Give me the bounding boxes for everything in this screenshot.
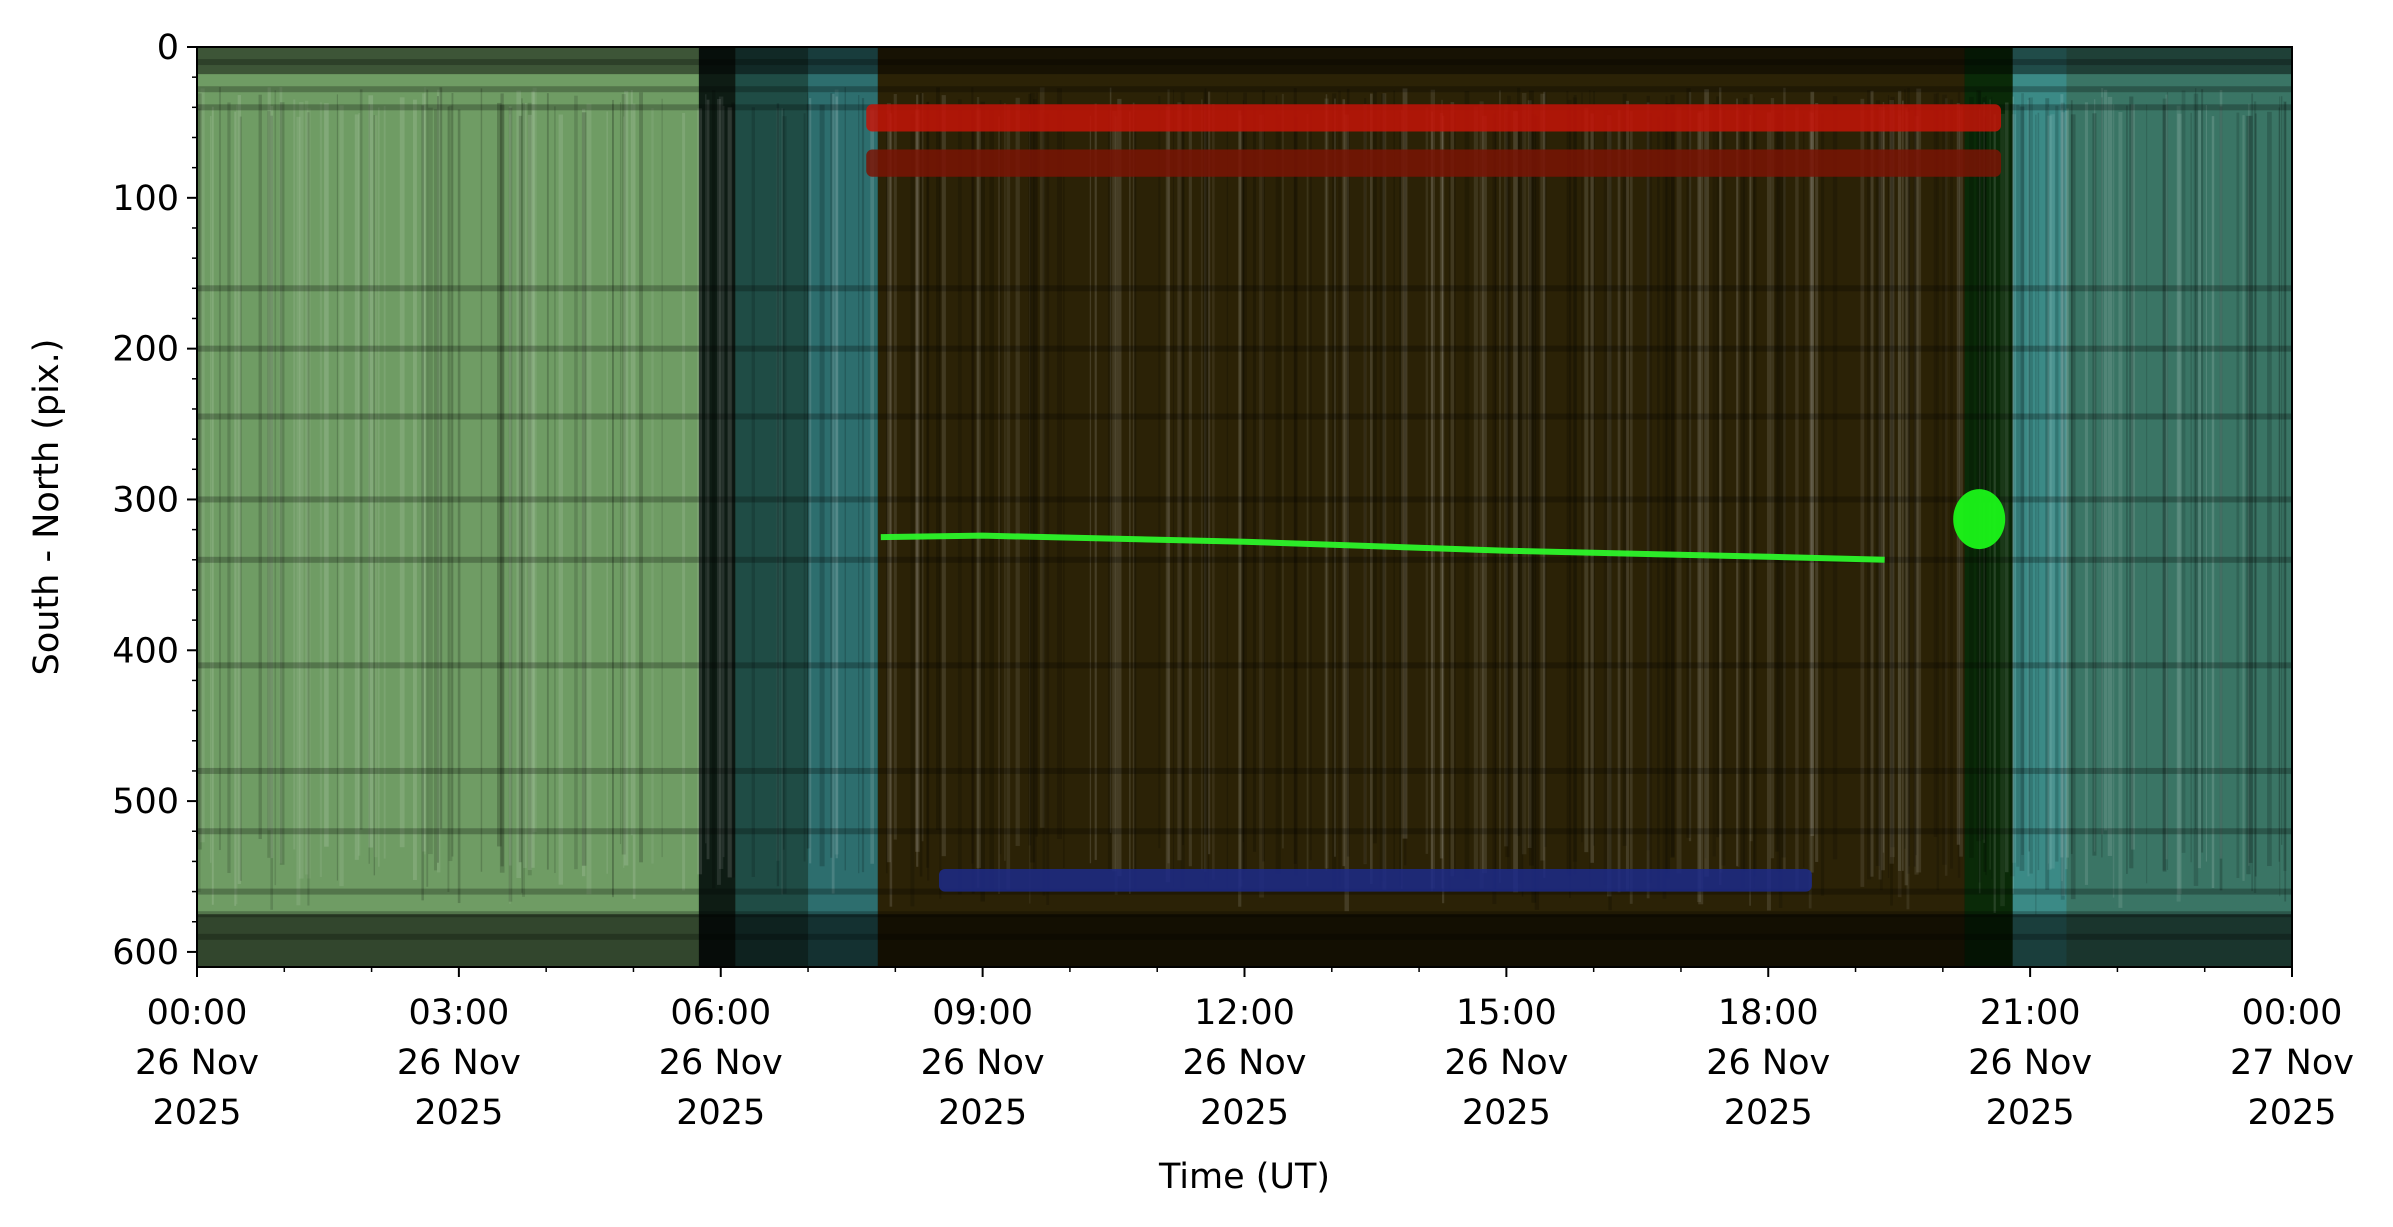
heatmap-plot-area	[197, 47, 2292, 967]
y-axis-title: South - North (pix.)	[27, 339, 67, 676]
x-tick-label: 18:00 26 Nov 2025	[1706, 993, 1830, 1133]
y-tick-label: 200	[112, 330, 179, 370]
x-axis-title: Time (UT)	[1158, 1157, 1330, 1197]
heatmap-band-2	[735, 47, 809, 967]
y-tick-label: 600	[112, 933, 179, 973]
x-tick-label: 21:00 26 Nov 2025	[1968, 993, 2092, 1133]
x-axis: 00:00 26 Nov 2025 03:00 26 Nov 2025 06:00 26 No…	[135, 967, 2354, 1133]
heatmap-band-6	[2012, 47, 2067, 967]
x-tick-label: 12:00 26 Nov 2025	[1183, 993, 1307, 1133]
heatmap-band-4	[877, 47, 1965, 967]
bottom-dark-edge	[197, 914, 2292, 967]
y-tick-label: 0	[157, 28, 179, 68]
heatmap-band-1	[698, 47, 736, 967]
heatmap-band-3	[808, 47, 878, 967]
heatmap-band-7	[2066, 47, 2292, 967]
y-tick-label: 100	[112, 179, 179, 219]
y-tick-label: 300	[112, 480, 179, 520]
blue-strip	[938, 868, 1812, 892]
y-axis: 0 100 200 300 400 500 600	[112, 28, 197, 973]
top-dark-edge	[197, 47, 2292, 75]
x-tick-label: 00:00 27 Nov 2025	[2230, 993, 2354, 1133]
x-tick-label: 09:00 26 Nov 2025	[921, 993, 1045, 1133]
heatmap-band-0	[197, 47, 699, 967]
x-tick-label: 00:00 26 Nov 2025	[135, 993, 259, 1133]
green-streak	[880, 532, 1885, 563]
green-blob	[1953, 489, 2006, 550]
y-tick-label: 500	[112, 782, 179, 822]
x-tick-label: 15:00 26 Nov 2025	[1444, 993, 1568, 1133]
red-strip-upper	[866, 104, 2002, 132]
x-tick-label: 06:00 26 Nov 2025	[659, 993, 783, 1133]
red-strip-lower	[866, 149, 2002, 177]
x-tick-label: 03:00 26 Nov 2025	[397, 993, 521, 1133]
y-tick-label: 400	[112, 631, 179, 671]
